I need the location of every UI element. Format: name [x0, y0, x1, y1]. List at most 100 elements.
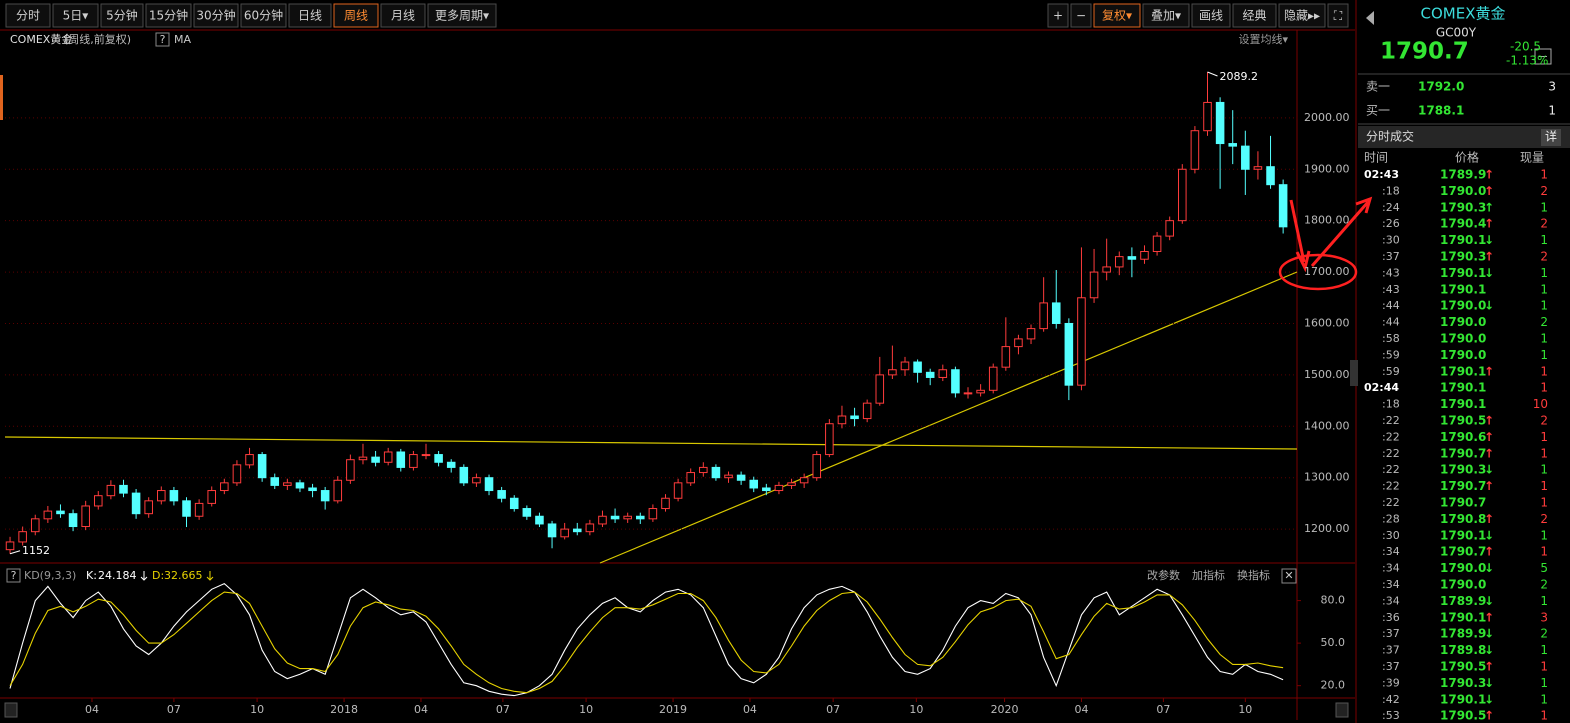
help-icon[interactable]: ?	[160, 33, 166, 46]
indicator-action[interactable]: 换指标	[1237, 568, 1270, 582]
y-tick-label: 80.0	[1321, 594, 1346, 607]
tick-arrow: ↓	[1484, 676, 1494, 690]
candle-body	[283, 482, 292, 486]
toolbar-label[interactable]: 更多周期▾	[435, 9, 489, 23]
tick-price: 1790.0	[1440, 184, 1486, 198]
tick-price: 1790.4	[1440, 217, 1486, 231]
indicator-action[interactable]: 改参数	[1147, 568, 1180, 582]
tick-arrow: ↑	[1484, 545, 1494, 559]
toolbar-button[interactable]	[380, 3, 426, 28]
x-tick-label: 07	[826, 703, 840, 716]
toolbar-button[interactable]	[333, 3, 379, 28]
tick-time: :37	[1382, 250, 1400, 263]
detail-label[interactable]: 详	[1545, 129, 1557, 144]
toolbar-button[interactable]	[5, 3, 51, 28]
candle-body	[837, 415, 847, 425]
tick-time: :30	[1382, 529, 1400, 542]
candle-body	[1001, 346, 1011, 368]
toolbar-button[interactable]	[427, 3, 497, 28]
candle-body	[182, 500, 191, 517]
toolbar-button[interactable]	[193, 3, 239, 28]
tick-price: 1790.3	[1440, 676, 1486, 690]
toolbar-label[interactable]: 30分钟	[196, 8, 235, 23]
toolbar-button[interactable]	[1070, 3, 1092, 28]
tick-price: 1790.7	[1440, 545, 1486, 559]
tick-price: 1789.9	[1440, 168, 1486, 182]
toolbar-label[interactable]: 复权▾	[1102, 9, 1132, 23]
tick-arrow: ↓	[1484, 299, 1494, 313]
trend-line	[4, 436, 1298, 450]
toolbar-label[interactable]: 周线	[344, 9, 368, 23]
tick-volume: 2	[1540, 217, 1548, 231]
tick-volume: 5	[1540, 561, 1548, 575]
toolbar-button[interactable]	[240, 3, 287, 28]
tick-price: 1790.7	[1440, 479, 1486, 493]
tick-time: 02:44	[1364, 381, 1399, 394]
help-box[interactable]	[6, 568, 21, 583]
candle-body	[1102, 266, 1111, 273]
indicator-action[interactable]: 加指标	[1192, 568, 1225, 582]
order-price: 1792.0	[1418, 80, 1464, 94]
toolbar-button[interactable]	[1327, 3, 1349, 28]
candle-body	[409, 454, 418, 468]
detail-button[interactable]	[1541, 129, 1561, 146]
minimize-button[interactable]	[1534, 48, 1552, 65]
legend-name: D:	[152, 569, 164, 582]
help-box[interactable]	[155, 32, 170, 47]
toolbar-label[interactable]: 5分钟	[106, 8, 138, 23]
scroll-right[interactable]	[1335, 702, 1349, 718]
toolbar-button[interactable]	[1191, 3, 1231, 28]
candle-body	[131, 492, 141, 515]
toolbar-label[interactable]: 分时	[16, 9, 40, 23]
toolbar-label[interactable]: 月线	[391, 9, 415, 23]
toolbar-label[interactable]: 经典	[1242, 9, 1266, 23]
tick-time: :24	[1382, 201, 1400, 214]
toolbar-button[interactable]	[1142, 3, 1190, 28]
tick-arrow: ↑	[1484, 479, 1494, 493]
toolbar-label[interactable]: 日线	[298, 9, 322, 23]
tick-volume: 2	[1540, 315, 1548, 329]
y-tick-label: 1300.00	[1304, 471, 1350, 484]
toolbar-label[interactable]: −	[1076, 9, 1086, 23]
toolbar-button[interactable]	[1093, 3, 1141, 28]
candle-body	[232, 464, 242, 484]
toolbar-label[interactable]: +	[1053, 9, 1063, 23]
close-icon[interactable]: ✕	[1284, 569, 1293, 582]
close-box[interactable]	[1281, 568, 1297, 584]
candle-body	[220, 482, 229, 492]
toolbar-button[interactable]	[52, 3, 99, 28]
tick-volume: 2	[1540, 184, 1548, 198]
prev-button[interactable]	[1366, 11, 1374, 25]
candle-body	[346, 459, 355, 481]
tick-time: :59	[1382, 365, 1400, 378]
tick-price: 1790.0	[1440, 561, 1486, 575]
toolbar-button[interactable]	[1232, 3, 1277, 28]
tick-volume: 2	[1540, 414, 1548, 428]
toolbar-label[interactable]: 60分钟	[244, 8, 283, 23]
toolbar-button[interactable]	[145, 3, 192, 28]
candle-body	[787, 482, 796, 486]
toolbar-label[interactable]: 15分钟	[149, 8, 188, 23]
ma-settings[interactable]: 设置均线▾	[1238, 32, 1288, 46]
toolbar-label[interactable]: ⛶	[1333, 9, 1343, 23]
toolbar-button[interactable]	[100, 3, 144, 28]
toolbar-label[interactable]: 隐藏▸▸	[1284, 9, 1320, 23]
toolbar-button[interactable]	[1278, 3, 1326, 28]
annotation-pointer	[9, 550, 21, 555]
toolbar-button[interactable]	[288, 3, 332, 28]
order-volume: 3	[1548, 80, 1556, 94]
toolbar-label[interactable]: 画线	[1199, 9, 1223, 23]
x-tick-label: 2019	[659, 703, 687, 716]
x-tick-label: 10	[909, 703, 923, 716]
collapse-tab[interactable]	[1350, 360, 1358, 386]
tick-price: 1790.1	[1440, 610, 1486, 624]
toolbar-button[interactable]	[1047, 3, 1069, 28]
tick-price: 1790.6	[1440, 430, 1486, 444]
scroll-left[interactable]	[4, 702, 18, 718]
help-icon[interactable]: ?	[11, 569, 17, 582]
toolbar-label[interactable]: 5日▾	[63, 9, 89, 23]
toolbar-label[interactable]: 叠加▾	[1151, 9, 1181, 23]
y-tick-label: 1800.00	[1304, 214, 1350, 227]
candle-body	[472, 477, 481, 484]
candle-body	[43, 510, 53, 520]
